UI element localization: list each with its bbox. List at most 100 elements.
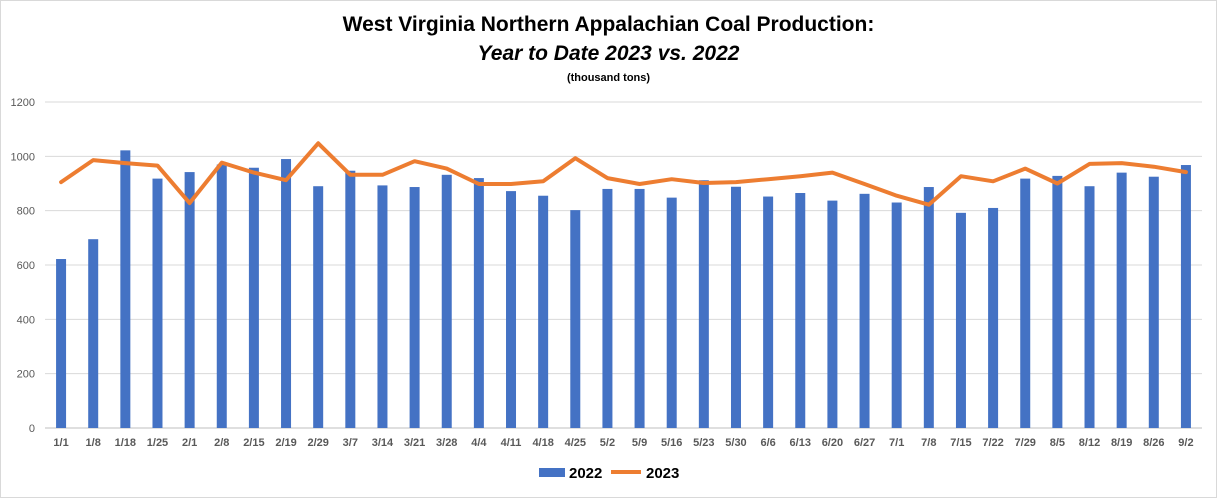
line-2023	[59, 141, 1188, 207]
x-tick-4/25: 4/25	[565, 437, 586, 449]
point-2023-7/29	[1024, 168, 1026, 170]
series-line-2023	[59, 141, 1188, 207]
point-2023-2/29	[317, 142, 319, 144]
x-tick-7/1: 7/1	[889, 437, 904, 449]
bar-2022-6/20	[827, 200, 838, 428]
x-tick-3/28: 3/28	[436, 437, 457, 449]
bar-2022-5/2	[602, 188, 613, 428]
bar-2022-7/22	[988, 207, 999, 428]
x-tick-6/13: 6/13	[790, 437, 811, 449]
legend: 2022 2023	[539, 465, 679, 482]
bar-2022-7/29	[1020, 178, 1031, 428]
bar-2022-5/16	[666, 197, 677, 428]
point-2023-5/30	[735, 181, 737, 183]
point-2023-4/11	[510, 183, 512, 185]
x-tick-7/29: 7/29	[1015, 437, 1036, 449]
bar-2022-9/2	[1180, 165, 1191, 428]
x-tick-7/22: 7/22	[982, 437, 1003, 449]
bar-2022-3/21	[409, 187, 420, 428]
x-tick-4/4: 4/4	[471, 437, 487, 449]
y-tick-400: 400	[17, 314, 35, 326]
bar-2022-2/29	[313, 186, 324, 428]
point-2023-4/18	[542, 180, 544, 182]
x-tick-3/14: 3/14	[372, 437, 394, 449]
bars-2022	[56, 150, 1191, 429]
x-tick-6/27: 6/27	[854, 437, 875, 449]
point-2023-4/25	[574, 157, 576, 159]
bar-2022-2/1	[184, 172, 195, 428]
x-tick-1/8: 1/8	[86, 437, 101, 449]
x-tick-2/19: 2/19	[275, 437, 296, 449]
point-2023-6/6	[767, 178, 769, 180]
x-tick-3/21: 3/21	[404, 437, 425, 449]
bar-2022-2/19	[281, 159, 292, 429]
x-tick-3/7: 3/7	[343, 437, 358, 449]
bar-2022-7/15	[955, 212, 966, 428]
x-tick-5/9: 5/9	[632, 437, 647, 449]
point-2023-5/16	[671, 178, 673, 180]
x-tick-8/12: 8/12	[1079, 437, 1100, 449]
x-tick-8/19: 8/19	[1111, 437, 1132, 449]
x-tick-5/30: 5/30	[725, 437, 746, 449]
point-2023-3/28	[446, 168, 448, 170]
bar-2022-8/19	[1116, 172, 1127, 428]
point-2023-5/9	[639, 183, 641, 185]
point-2023-2/19	[285, 179, 287, 181]
x-tick-7/15: 7/15	[950, 437, 971, 449]
point-2023-1/18	[124, 162, 126, 164]
y-tick-200: 200	[17, 369, 35, 381]
point-2023-1/1	[60, 181, 62, 183]
bar-2022-6/13	[795, 193, 806, 428]
y-tick-600: 600	[17, 260, 35, 272]
x-axis-ticks: 1/1 1/8 1/18 1/25 2/1 2/8 2/15 2/19 2/29 3/7 3/14 3…	[53, 437, 1193, 449]
point-2023-1/25	[156, 165, 158, 167]
x-tick-2/29: 2/29	[307, 437, 328, 449]
bar-2022-3/7	[345, 170, 356, 428]
bar-2022-5/23	[698, 180, 709, 428]
y-tick-1200: 1200	[11, 97, 35, 109]
point-2023-7/15	[960, 175, 962, 177]
point-2023-7/1	[896, 195, 898, 197]
bar-2022-2/8	[216, 164, 227, 428]
y-tick-800: 800	[17, 206, 35, 218]
x-tick-5/2: 5/2	[600, 437, 615, 449]
point-2023-2/8	[221, 162, 223, 164]
bar-2022-5/9	[634, 188, 645, 428]
bar-2022-3/28	[441, 174, 452, 428]
point-2023-7/22	[992, 180, 994, 182]
point-2023-2/1	[189, 202, 191, 204]
x-tick-6/20: 6/20	[822, 437, 843, 449]
point-2023-8/12	[1089, 163, 1091, 165]
x-tick-1/1: 1/1	[53, 437, 68, 449]
x-tick-7/8: 7/8	[921, 437, 936, 449]
chart-subtitle: Year to Date 2023 vs. 2022	[477, 42, 740, 65]
x-tick-9/2: 9/2	[1178, 437, 1193, 449]
point-2023-6/20	[831, 172, 833, 174]
point-2023-6/27	[864, 183, 866, 185]
bar-2022-2/15	[248, 167, 259, 428]
x-tick-5/23: 5/23	[693, 437, 714, 449]
point-2023-3/14	[381, 174, 383, 176]
bar-2022-5/30	[730, 186, 741, 428]
bar-2022-7/1	[891, 202, 902, 428]
bar-2022-8/26	[1148, 176, 1159, 428]
point-2023-7/8	[928, 204, 930, 206]
x-tick-1/18: 1/18	[115, 437, 136, 449]
bar-2022-1/25	[152, 178, 163, 428]
y-tick-1000: 1000	[11, 151, 35, 163]
x-tick-2/1: 2/1	[182, 437, 197, 449]
point-2023-3/21	[414, 160, 416, 162]
point-2023-4/4	[478, 183, 480, 185]
y-tick-0: 0	[29, 423, 35, 435]
y-axis-ticks: 0 200 400 600 800 1000 1200	[11, 97, 35, 435]
x-tick-2/8: 2/8	[214, 437, 229, 449]
bar-2022-8/5	[1052, 175, 1063, 428]
bar-2022-4/4	[473, 178, 484, 428]
bar-2022-7/8	[923, 187, 934, 428]
x-tick-2/15: 2/15	[243, 437, 264, 449]
bar-2022-1/18	[120, 150, 131, 428]
point-2023-1/8	[92, 159, 94, 161]
point-2023-3/7	[349, 174, 351, 176]
x-tick-4/11: 4/11	[501, 437, 522, 449]
